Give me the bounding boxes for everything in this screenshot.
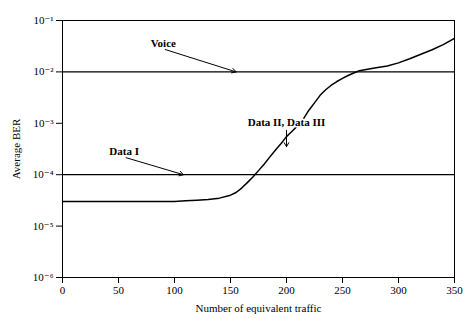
- svg-text:150: 150: [222, 284, 239, 296]
- svg-text:10⁻²: 10⁻²: [33, 65, 54, 77]
- svg-text:10⁻³: 10⁻³: [33, 117, 54, 129]
- svg-text:Average BER: Average BER: [10, 118, 22, 179]
- svg-text:350: 350: [446, 284, 463, 296]
- svg-text:250: 250: [334, 284, 351, 296]
- svg-text:0: 0: [60, 284, 66, 296]
- svg-text:10⁻⁵: 10⁻⁵: [33, 220, 54, 232]
- svg-text:300: 300: [390, 284, 407, 296]
- svg-text:Voice: Voice: [151, 37, 176, 49]
- svg-text:50: 50: [113, 284, 125, 296]
- svg-text:10⁻⁶: 10⁻⁶: [33, 271, 54, 283]
- svg-text:Data II, Data III: Data II, Data III: [248, 116, 326, 128]
- svg-text:Data I: Data I: [109, 145, 139, 157]
- svg-text:100: 100: [166, 284, 183, 296]
- svg-text:200: 200: [278, 284, 295, 296]
- svg-text:Number of equivalent traffic: Number of equivalent traffic: [196, 302, 322, 314]
- svg-text:10⁻¹: 10⁻¹: [33, 14, 53, 26]
- svg-text:10⁻⁴: 10⁻⁴: [33, 168, 54, 180]
